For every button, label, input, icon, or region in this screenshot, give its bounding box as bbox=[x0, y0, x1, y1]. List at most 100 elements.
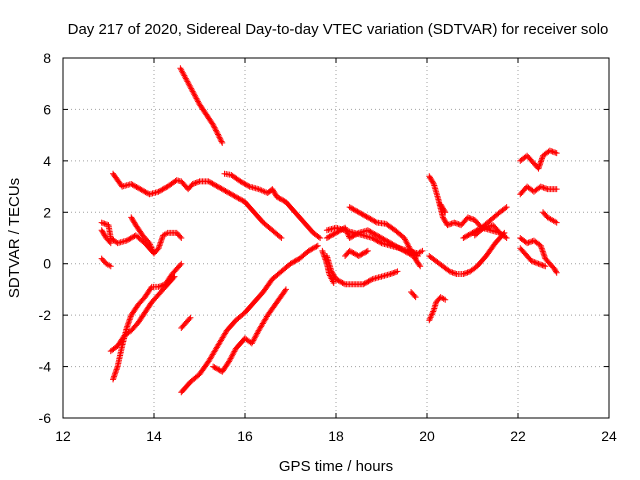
data-point-marker bbox=[243, 182, 250, 189]
data-point-marker bbox=[147, 241, 154, 248]
data-point-marker bbox=[351, 232, 358, 239]
data-point-marker bbox=[467, 215, 474, 222]
data-point-marker bbox=[535, 164, 542, 171]
data-point-marker bbox=[113, 366, 120, 373]
y-axis-label: SDTVAR / TECUs bbox=[6, 178, 23, 298]
data-point-marker bbox=[282, 287, 289, 294]
data-point-marker bbox=[280, 197, 287, 204]
data-point-marker bbox=[464, 269, 471, 276]
data-point-marker bbox=[372, 236, 378, 243]
data-point-marker bbox=[543, 185, 550, 192]
data-point-marker bbox=[532, 259, 539, 266]
data-point-marker bbox=[321, 253, 328, 260]
data-point-marker bbox=[158, 238, 165, 245]
data-point-marker bbox=[125, 236, 131, 243]
data-point-marker bbox=[193, 179, 200, 186]
data-point-marker bbox=[334, 229, 341, 236]
data-point-marker bbox=[156, 243, 163, 250]
data-point-marker bbox=[359, 250, 366, 257]
data-point-marker bbox=[375, 238, 382, 245]
data-point-marker bbox=[346, 204, 353, 211]
data-point-marker bbox=[347, 248, 354, 255]
data-point-marker bbox=[141, 188, 148, 195]
data-point-marker bbox=[124, 322, 131, 329]
data-point-marker bbox=[371, 218, 378, 225]
data-point-marker bbox=[393, 268, 400, 275]
data-point-marker bbox=[323, 259, 330, 266]
data-point-marker bbox=[384, 238, 391, 245]
data-point-marker bbox=[350, 206, 357, 213]
data-point-marker bbox=[461, 234, 468, 241]
data-point-marker bbox=[367, 228, 374, 235]
data-point-marker bbox=[412, 294, 419, 301]
data-point-marker bbox=[195, 178, 202, 185]
data-point-marker bbox=[552, 268, 559, 275]
data-point-marker bbox=[539, 155, 546, 162]
data-point-marker bbox=[333, 276, 339, 283]
data-point-marker bbox=[126, 236, 133, 243]
data-point-marker bbox=[428, 311, 435, 318]
data-point-marker bbox=[388, 270, 395, 277]
data-point-marker bbox=[346, 247, 353, 254]
series-trace-3 bbox=[221, 170, 324, 241]
data-point-marker bbox=[237, 178, 244, 185]
data-point-marker bbox=[536, 261, 543, 268]
data-point-marker bbox=[377, 239, 384, 246]
data-point-marker bbox=[353, 231, 360, 238]
data-point-marker bbox=[355, 209, 362, 216]
data-point-marker bbox=[100, 220, 107, 227]
data-point-marker bbox=[186, 316, 193, 322]
data-point-marker bbox=[147, 243, 154, 250]
data-point-marker bbox=[364, 247, 371, 254]
data-point-marker bbox=[372, 218, 379, 225]
data-point-marker bbox=[320, 250, 327, 257]
data-point-marker bbox=[354, 208, 361, 215]
series-trace-6 bbox=[98, 227, 114, 247]
data-point-marker bbox=[538, 245, 545, 252]
data-point-marker bbox=[447, 221, 454, 228]
data-point-marker bbox=[314, 242, 321, 249]
data-point-marker bbox=[374, 237, 381, 244]
data-point-marker bbox=[218, 138, 225, 145]
data-point-marker bbox=[238, 179, 245, 186]
data-point-marker bbox=[191, 180, 198, 187]
data-point-marker bbox=[381, 236, 388, 243]
data-point-marker bbox=[414, 253, 421, 259]
data-point-marker bbox=[365, 278, 372, 285]
data-point-marker bbox=[156, 187, 163, 194]
data-point-marker bbox=[149, 247, 156, 254]
data-point-marker bbox=[451, 219, 458, 226]
data-point-marker bbox=[503, 204, 510, 211]
data-point-marker bbox=[388, 240, 395, 247]
data-point-marker bbox=[502, 233, 509, 240]
data-point-marker bbox=[290, 259, 297, 266]
data-point-marker bbox=[539, 262, 546, 269]
series-trace-17 bbox=[319, 247, 337, 286]
chart-title: Day 217 of 2020, Sidereal Day-to-day VTE… bbox=[68, 21, 609, 38]
data-point-marker bbox=[537, 242, 544, 249]
data-point-marker bbox=[354, 230, 361, 237]
data-point-marker bbox=[399, 247, 406, 254]
data-point-marker bbox=[127, 235, 134, 242]
plot-frame bbox=[62, 57, 610, 419]
data-point-marker bbox=[98, 219, 105, 226]
data-point-marker bbox=[322, 256, 329, 263]
data-point-marker bbox=[216, 184, 222, 191]
data-point-marker bbox=[419, 247, 426, 254]
data-point-marker bbox=[159, 235, 166, 242]
data-point-marker bbox=[464, 232, 471, 239]
data-point-marker bbox=[426, 317, 433, 324]
data-point-marker bbox=[156, 242, 163, 249]
data-point-marker bbox=[358, 251, 365, 258]
data-point-marker bbox=[212, 182, 219, 189]
data-point-marker bbox=[136, 185, 143, 192]
data-point-marker bbox=[155, 245, 162, 252]
y-tick-label: 6 bbox=[43, 101, 51, 117]
data-point-marker bbox=[546, 147, 553, 154]
data-point-marker bbox=[553, 150, 560, 157]
data-point-marker bbox=[390, 241, 397, 248]
data-point-marker bbox=[528, 258, 535, 265]
data-point-marker bbox=[535, 260, 542, 267]
data-point-marker bbox=[101, 220, 108, 227]
data-point-marker bbox=[312, 244, 319, 251]
